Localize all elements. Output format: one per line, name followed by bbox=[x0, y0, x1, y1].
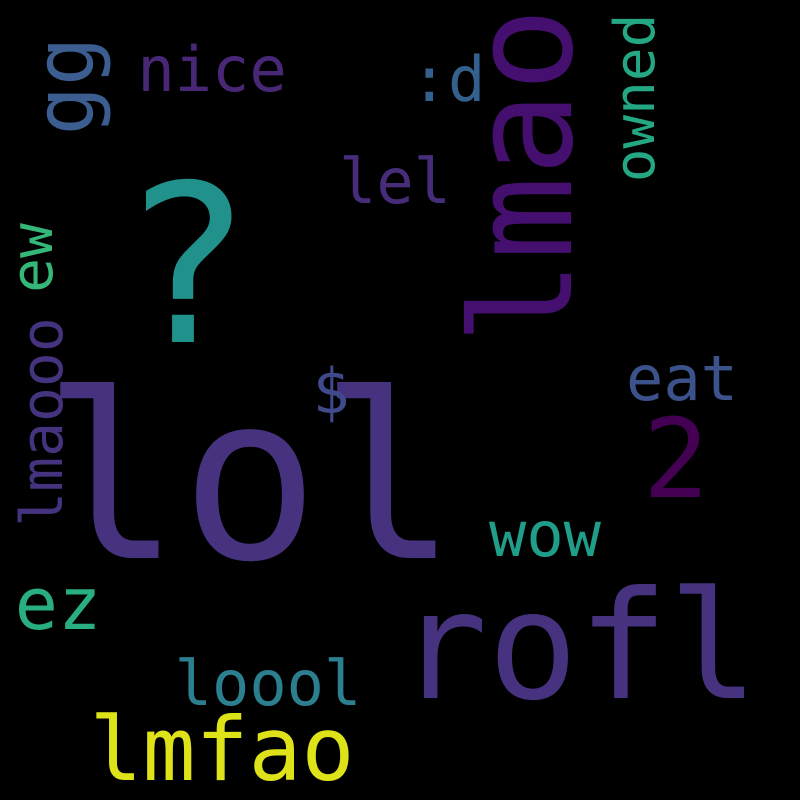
word-dollar: $ bbox=[312, 355, 350, 428]
word-wow: wow bbox=[489, 498, 601, 571]
word-lmfao: lmfao bbox=[89, 698, 355, 800]
word-2: 2 bbox=[642, 395, 710, 523]
word-gg: gg bbox=[18, 36, 113, 136]
word-lmaooo: lmaooo bbox=[8, 317, 76, 527]
word-nice: nice bbox=[137, 33, 287, 106]
word-eat: eat bbox=[626, 342, 738, 415]
word-owned: owned bbox=[603, 13, 668, 183]
word-question-mark: ? bbox=[119, 138, 253, 394]
word-lol: lol bbox=[42, 346, 458, 613]
word-ez: ez bbox=[14, 562, 102, 646]
word-rofl: rofl bbox=[397, 560, 759, 734]
word-colon-d: :d bbox=[410, 43, 486, 116]
word-loool: loool bbox=[174, 647, 362, 720]
word-ew: ew bbox=[0, 223, 66, 293]
word-lel: lel bbox=[339, 145, 451, 218]
